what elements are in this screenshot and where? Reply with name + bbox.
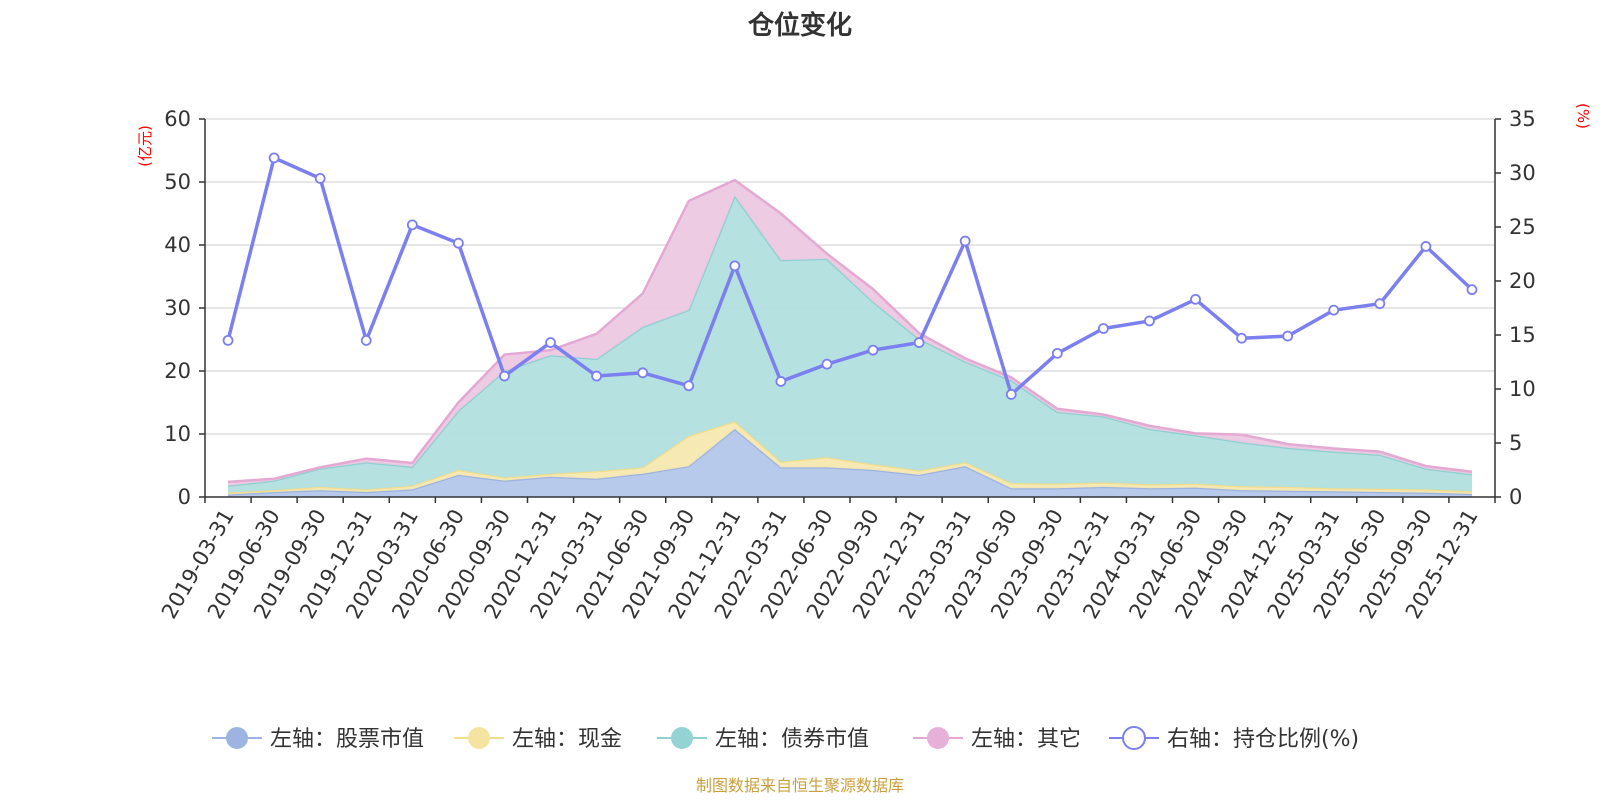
source-note: 制图数据来自恒生聚源数据库: [696, 776, 904, 795]
legend-marker: [927, 727, 949, 749]
ratio-point: [1466, 284, 1478, 296]
ratio-point: [821, 358, 833, 370]
y-left-tick-label: 0: [178, 485, 191, 509]
ratio-point: [913, 337, 925, 348]
area-左轴：现金: [228, 421, 1472, 495]
ratio-point: [867, 344, 879, 356]
axes: 0 10 20 30 40 50 60 0 5 10 15 20 25 30 35: [164, 107, 1535, 509]
ratio-line-group: [222, 152, 1478, 400]
ratio-point: [1144, 315, 1155, 327]
y-right-tick-label: 10: [1509, 377, 1536, 401]
legend-item[interactable]: 左轴：股票市值: [212, 727, 424, 752]
ratio-point: [499, 370, 510, 382]
area-edge-左轴：其它: [227, 178, 1473, 484]
ratio-point: [1190, 293, 1201, 305]
legend-item[interactable]: 左轴：债券市值: [657, 727, 869, 752]
ratio-point: [1328, 304, 1340, 316]
ratio-point: [314, 172, 326, 184]
legend-item[interactable]: 右轴：持仓比例(%): [1109, 726, 1359, 752]
ratio-point: [1236, 332, 1248, 344]
y-left-tick-label: 60: [164, 107, 191, 131]
legend-label: 左轴：股票市值: [270, 727, 424, 752]
y-left-tick-label: 20: [164, 359, 191, 383]
ratio-point: [406, 219, 418, 231]
legend-marker: [226, 727, 248, 749]
y-right-tick-label: 35: [1509, 107, 1536, 131]
y-right-tick-label: 20: [1509, 269, 1536, 293]
ratio-point: [1420, 241, 1432, 252]
ratio-point: [683, 380, 695, 392]
ratio-point: [360, 334, 372, 346]
legend-marker: [671, 727, 693, 749]
y-left-tick-label: 40: [164, 233, 191, 257]
ratio-point: [268, 152, 280, 164]
legend-marker: [468, 727, 490, 749]
chart-title: 仓位变化: [747, 10, 852, 41]
legend-label: 左轴：现金: [512, 727, 622, 752]
y-right-tick-label: 30: [1509, 161, 1536, 185]
ratio-point: [1374, 298, 1386, 310]
legend-item[interactable]: 左轴：现金: [454, 727, 622, 752]
y-right-tick-label: 15: [1509, 323, 1536, 347]
y-right-tick-label: 25: [1509, 215, 1536, 239]
ratio-line: [226, 156, 1474, 397]
ratio-point: [1282, 330, 1294, 342]
ratio-point: [1051, 347, 1063, 359]
right-axis-unit: (%): [1574, 103, 1592, 129]
x-tick-labels: 2019-03-312019-06-302019-09-302019-12-31…: [157, 505, 1483, 623]
y-left-tick-label: 30: [164, 296, 191, 320]
ratio-point: [452, 237, 464, 249]
ratio-point: [1005, 388, 1017, 400]
area-左轴：债券市值: [228, 195, 1472, 493]
left-axis-unit: (亿元): [136, 125, 154, 167]
stacked-areas: [227, 178, 1473, 497]
ratio-point: [222, 334, 234, 346]
y-right-tick-label: 0: [1509, 485, 1522, 509]
legend: 左轴：股票市值 左轴：现金 左轴：债券市值 左轴：其它 右轴：持仓比例(%): [212, 726, 1359, 752]
ratio-point: [775, 376, 787, 387]
y-left-tick-label: 10: [164, 422, 191, 446]
legend-label: 右轴：持仓比例(%): [1167, 727, 1359, 752]
legend-label: 左轴：债券市值: [715, 727, 869, 752]
ratio-point: [959, 235, 971, 247]
legend-marker: [1122, 726, 1146, 750]
area-左轴：股票市值: [228, 429, 1472, 497]
ratio-point: [1097, 323, 1109, 334]
ratio-point: [545, 337, 556, 348]
legend-label: 左轴：其它: [971, 727, 1081, 752]
y-right-tick-label: 5: [1509, 431, 1522, 455]
ratio-point: [637, 367, 649, 379]
ratio-point: [729, 260, 741, 272]
ratio-point: [591, 370, 603, 382]
legend-item[interactable]: 左轴：其它: [913, 727, 1081, 752]
y-left-tick-label: 50: [164, 170, 191, 194]
